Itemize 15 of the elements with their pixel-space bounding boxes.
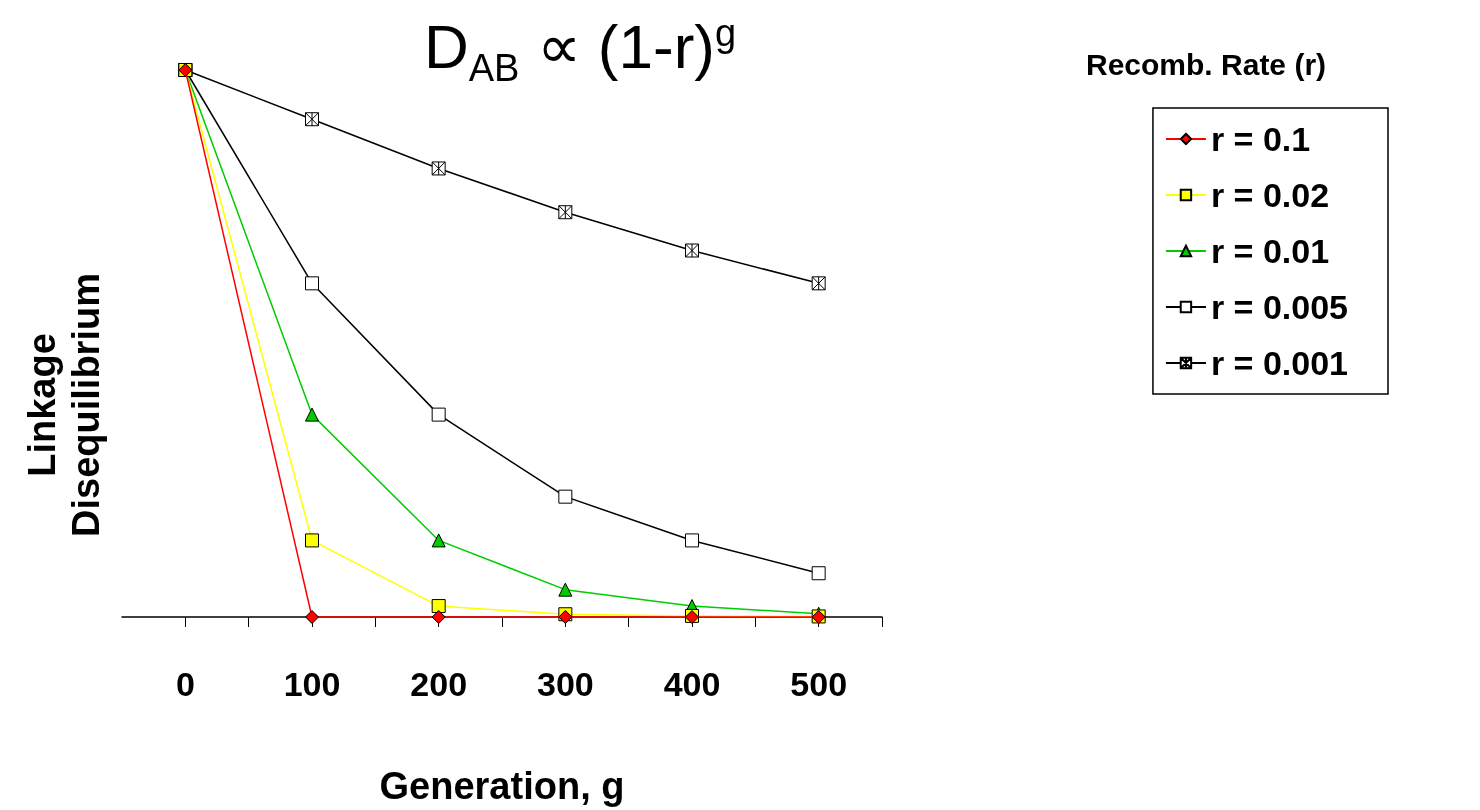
legend-label: r = 0.01 <box>1210 232 1330 270</box>
x-tick-label: 100 <box>283 665 341 703</box>
legend-label: r = 0.1 <box>1210 120 1311 158</box>
x-tick-label: 0 <box>175 665 195 703</box>
x-axis-title: Generation, g <box>379 765 625 807</box>
chart-title: D$_{AB}$ ∝ (1-r)$^{g}$ <box>422 11 738 91</box>
x-tick-label: 500 <box>790 665 848 703</box>
y-axis-title: Linkage Disequilibrium <box>21 273 107 537</box>
legend-title: Recomb. Rate (r) <box>1086 48 1327 82</box>
x-tick-label: 400 <box>663 665 721 703</box>
legend-label: r = 0.001 <box>1210 344 1348 382</box>
legend-label: r = 0.02 <box>1210 176 1330 214</box>
legend-label: r = 0.005 <box>1210 288 1348 326</box>
x-tick-label: 200 <box>410 665 468 703</box>
x-tick-label: 300 <box>536 665 594 703</box>
